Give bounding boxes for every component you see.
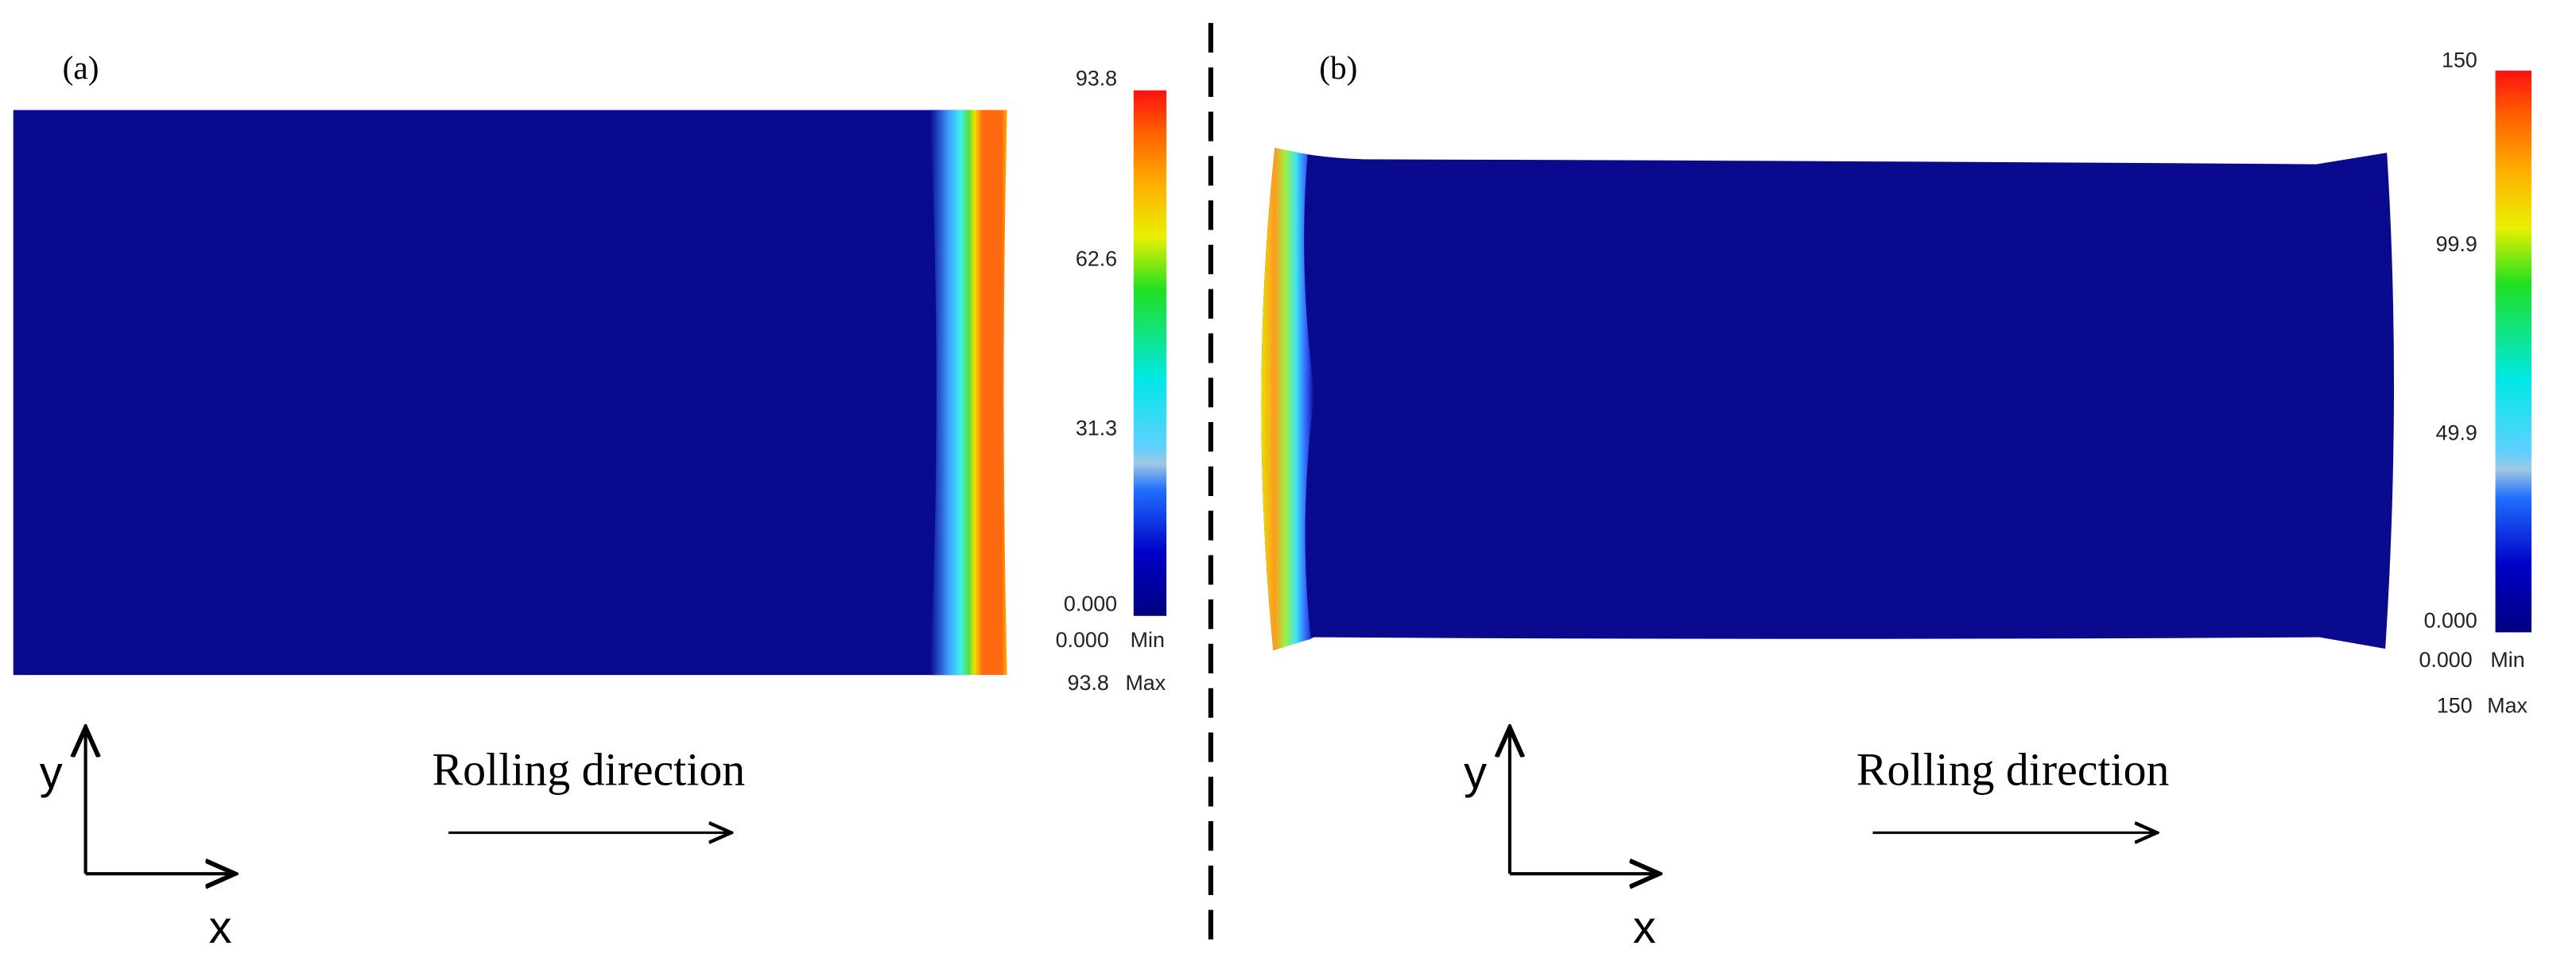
direction-label: Rolling direction bbox=[1856, 744, 2170, 796]
colorbar-tick: 93.8 bbox=[1076, 66, 1117, 90]
strip bbox=[1261, 147, 2395, 651]
panel-label: (b) bbox=[1319, 49, 1357, 87]
colorbar-tick: 62.6 bbox=[1076, 247, 1117, 271]
colorbar bbox=[2495, 70, 2532, 633]
min-word: Min bbox=[2490, 648, 2524, 672]
max-word: Max bbox=[1125, 671, 1166, 695]
min-word: Min bbox=[1131, 628, 1165, 652]
strip bbox=[13, 110, 967, 676]
min-value: 0.000 bbox=[2419, 648, 2472, 672]
colorbar-tick: 99.9 bbox=[2436, 232, 2477, 256]
max-word: Max bbox=[2487, 694, 2528, 718]
direction-label: Rolling direction bbox=[433, 744, 746, 796]
axis-letter: y bbox=[40, 748, 63, 799]
panel-label: (a) bbox=[63, 49, 99, 87]
colorbar-tick: 0.000 bbox=[1064, 592, 1117, 616]
panel-a: (a) 93.8 62.6 31.3 0.000 0.000 Min 93.8 … bbox=[13, 49, 1167, 953]
colorbar-tick: 0.000 bbox=[2424, 608, 2477, 632]
axis-letter: x bbox=[209, 902, 232, 953]
max-value: 150 bbox=[2437, 694, 2473, 718]
colorbar-tick: 150 bbox=[2442, 48, 2477, 72]
strip-edge bbox=[929, 110, 1007, 676]
axis-letter: x bbox=[1633, 902, 1656, 953]
colorbar bbox=[1133, 90, 1167, 616]
colorbar-tick: 49.9 bbox=[2436, 421, 2477, 445]
min-value: 0.000 bbox=[1056, 628, 1109, 652]
panel-b: (b) 150 99.9 49.9 0.000 0.000 Min 150 Ma… bbox=[1261, 48, 2532, 953]
axis-letter: y bbox=[1464, 748, 1487, 799]
max-value: 93.8 bbox=[1068, 671, 1109, 695]
colorbar-tick: 31.3 bbox=[1076, 417, 1117, 440]
strip-edge bbox=[1261, 147, 1315, 651]
